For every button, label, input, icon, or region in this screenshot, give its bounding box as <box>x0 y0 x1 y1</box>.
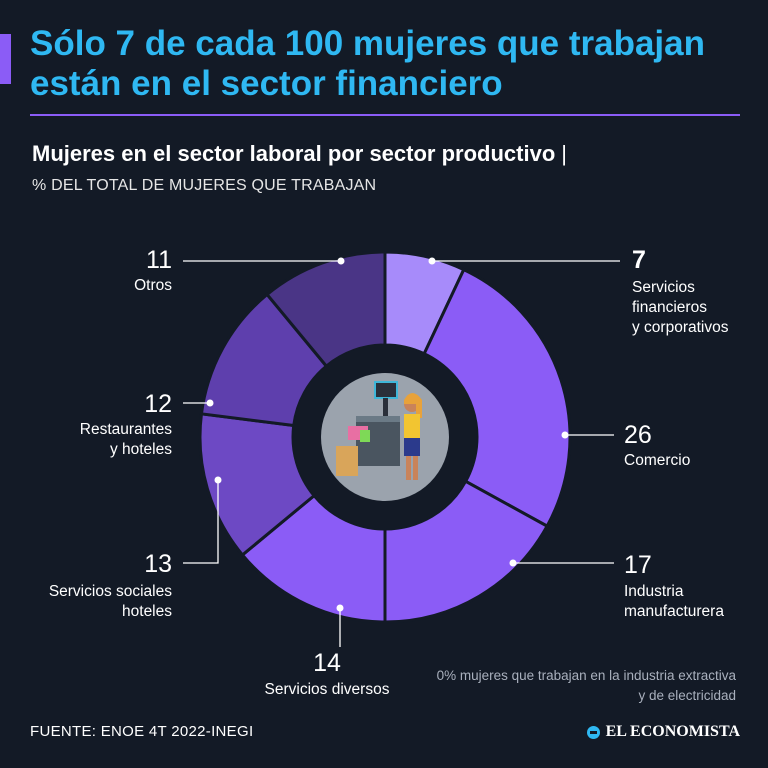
chart-subtitle: % DEL TOTAL DE MUJERES QUE TRABAJAN <box>32 177 377 194</box>
chart-title-separator: | <box>561 141 567 166</box>
category-label-industria-manufacturera: Industria manufacturera <box>624 583 724 620</box>
center-illustration <box>293 345 477 529</box>
headline: Sólo 7 de cada 100 mujeres que trabajan … <box>30 24 705 103</box>
value-label-restaurantes-y-hoteles: 12 <box>144 390 172 418</box>
value-label-servicios-sociales-hoteles: 13 <box>144 550 172 578</box>
leader-dot-servicios-diversos <box>336 604 344 612</box>
brand-icon <box>586 725 600 739</box>
headline-divider <box>30 114 740 116</box>
chart-title-text: Mujeres en el sector laboral por sector … <box>32 141 556 166</box>
chart-title: Mujeres en el sector laboral por sector … <box>32 141 567 167</box>
leader-dot-servicios-sociales-hoteles <box>214 476 222 484</box>
accent-bar <box>0 34 11 84</box>
value-label-otros: 11 <box>146 246 172 274</box>
brand-logo: EL ECONOMISTA <box>586 723 740 741</box>
source: FUENTE: ENOE 4T 2022-INEGI <box>30 723 254 740</box>
donut-segments <box>198 250 572 624</box>
category-label-servicios-financieros-y-corporativos: Servicios financieros y corporativos <box>632 279 729 336</box>
leader-lines <box>183 257 620 647</box>
value-label-servicios-diversos: 14 <box>313 649 341 677</box>
leader-dot-comercio <box>561 431 569 439</box>
brand-name: EL ECONOMISTA <box>605 723 740 740</box>
value-label-comercio: 26 <box>624 421 652 449</box>
value-label-industria-manufacturera: 17 <box>624 551 652 579</box>
leader-line-servicios-sociales-hoteles <box>183 480 219 564</box>
category-label-comercio: Comercio <box>624 452 690 469</box>
category-label-servicios-sociales-hoteles: Servicios sociales hoteles <box>49 583 172 620</box>
category-label-restaurantes-y-hoteles: Restaurantes y hoteles <box>80 421 172 458</box>
leader-dot-industria-manufacturera <box>509 559 517 567</box>
footnote: 0% mujeres que trabajan en la industria … <box>436 668 736 703</box>
category-label-otros: Otros <box>134 277 172 294</box>
category-label-servicios-diversos: Servicios diversos <box>265 681 390 698</box>
value-label-servicios-financieros-y-corporativos: 7 <box>632 246 646 274</box>
leader-dot-otros <box>337 257 345 265</box>
segment-labels: 7 Servicios financieros y corporativos 26 Com… <box>49 246 729 698</box>
leader-dot-restaurantes-y-hoteles <box>206 399 214 407</box>
woman-at-checkout-counter-icon <box>336 381 422 480</box>
leader-dot-servicios-financieros-y-corporativos <box>428 257 436 265</box>
